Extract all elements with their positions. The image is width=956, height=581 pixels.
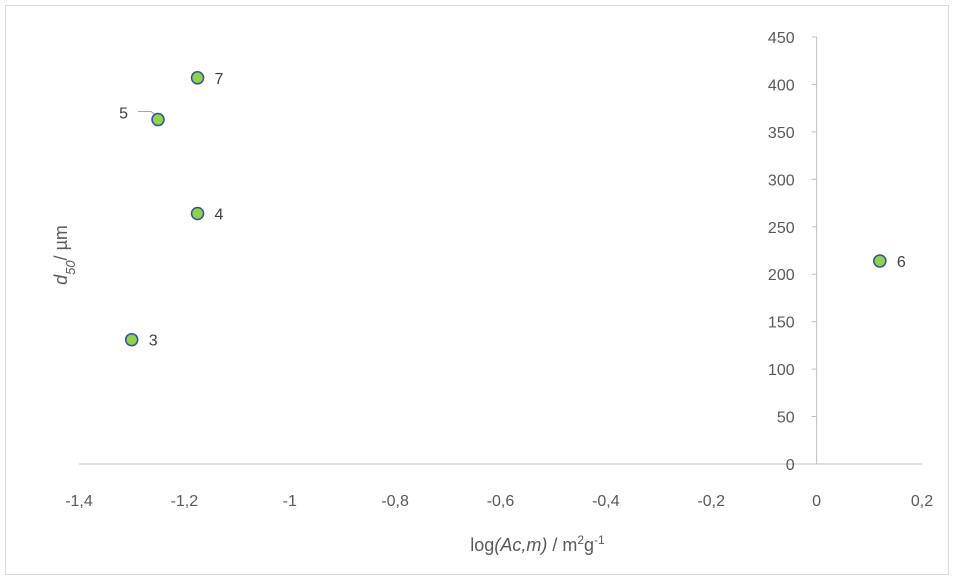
y-tick-label: 150	[768, 315, 795, 332]
x-title-sup1: 2	[577, 533, 584, 547]
x-title-sup2: -1	[594, 533, 605, 547]
y-tick-label: 50	[777, 410, 795, 427]
x-axis-title: log(Ac,m) / m2g-1	[470, 533, 605, 555]
x-tick-label: -0,4	[592, 493, 620, 510]
leader-line-5	[138, 111, 156, 115]
data-point-7	[190, 71, 205, 85]
y-title-italic: d	[51, 274, 71, 285]
leader-lines	[138, 111, 156, 115]
y-axis-ticks: 0 50 100 150 200 250 300 350 400 450	[768, 30, 817, 474]
y-tick-label: 0	[786, 457, 795, 474]
data-labels: 3 4 5 6 7	[119, 71, 906, 350]
data-point-4	[190, 206, 205, 221]
x-tick-label: -1	[283, 493, 297, 510]
x-tick-label: -0,6	[487, 493, 515, 510]
x-title-mid: g	[584, 535, 594, 555]
chart-frame	[5, 5, 949, 575]
data-label-5: 5	[119, 106, 128, 123]
x-tick-label: -1,2	[171, 493, 199, 510]
x-tick-label: 0,2	[911, 493, 933, 510]
x-tick-label: -0,2	[697, 493, 725, 510]
y-tick-label: 400	[768, 77, 795, 94]
data-label-7: 7	[215, 71, 224, 88]
x-axis-ticks: -1,4 -1,2 -1 -0,8 -0,6 -0,4 -0,2 0 0,2	[65, 493, 933, 510]
data-label-6: 6	[897, 254, 906, 271]
y-tick-label: 250	[768, 220, 795, 237]
y-axis-title: d50/ µm	[51, 225, 78, 285]
y-title-sub: 50	[63, 260, 78, 275]
y-tick-label: 450	[768, 30, 795, 47]
x-title-pre: log	[470, 535, 494, 555]
x-tick-label: 0	[812, 493, 821, 510]
data-point-6	[873, 254, 887, 268]
y-tick-label: 200	[768, 267, 795, 284]
data-point-3	[124, 332, 139, 347]
data-point-5	[151, 112, 165, 127]
y-tick-label: 100	[768, 362, 795, 379]
y-tick-label: 350	[768, 125, 795, 142]
x-title-post: / m	[547, 535, 577, 555]
axes	[79, 37, 922, 465]
data-label-3: 3	[149, 333, 158, 350]
data-label-4: 4	[215, 206, 224, 223]
y-tick-label: 300	[768, 172, 795, 189]
y-title-post: / µm	[51, 225, 71, 260]
data-points	[124, 71, 887, 347]
x-title-italic: (Ac,m)	[494, 535, 547, 555]
x-tick-label: -0,8	[381, 493, 409, 510]
x-tick-label: -1,4	[65, 493, 93, 510]
